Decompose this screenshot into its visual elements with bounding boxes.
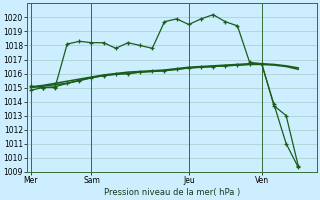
- X-axis label: Pression niveau de la mer( hPa ): Pression niveau de la mer( hPa ): [104, 188, 240, 197]
